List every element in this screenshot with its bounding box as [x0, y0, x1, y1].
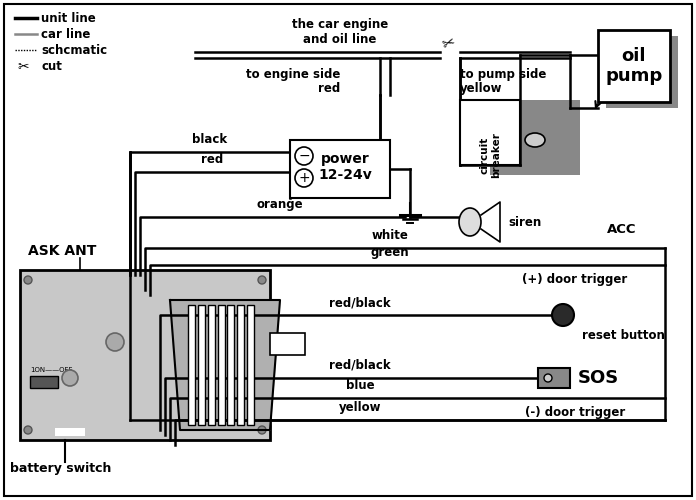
Bar [207, 305, 214, 425]
Text: car line: car line [41, 28, 90, 40]
Bar [247, 305, 254, 425]
Bar [538, 368, 570, 388]
Text: ✂: ✂ [440, 35, 457, 53]
Bar [198, 305, 205, 425]
Text: circuit
breaker: circuit breaker [480, 132, 501, 178]
Bar [606, 36, 678, 108]
Text: to pump side: to pump side [460, 68, 546, 81]
Polygon shape [170, 300, 280, 430]
Bar [228, 305, 235, 425]
Text: oil
pump: oil pump [606, 46, 663, 86]
Ellipse shape [525, 133, 545, 147]
Text: 1ON——OFF: 1ON——OFF [30, 367, 72, 373]
Bar [30, 376, 58, 388]
Text: battery switch: battery switch [10, 462, 111, 475]
Text: red/black: red/black [329, 296, 391, 309]
Text: yellow: yellow [339, 401, 381, 414]
Text: yellow: yellow [460, 82, 503, 95]
Text: black: black [192, 133, 228, 146]
Text: reset button: reset button [582, 329, 665, 342]
Text: ✂: ✂ [17, 60, 29, 74]
Bar [598, 30, 670, 102]
Circle shape [24, 276, 32, 284]
Bar [460, 100, 520, 165]
Text: SOS: SOS [578, 369, 619, 387]
Circle shape [258, 426, 266, 434]
Circle shape [295, 169, 313, 187]
Circle shape [24, 426, 32, 434]
Text: red/black: red/black [329, 359, 391, 372]
Circle shape [295, 147, 313, 165]
Text: to engine side: to engine side [246, 68, 340, 81]
Ellipse shape [459, 208, 481, 236]
Text: −: − [298, 149, 310, 163]
Bar [218, 305, 225, 425]
Text: +: + [298, 171, 310, 185]
Circle shape [552, 304, 574, 326]
Text: ASK ANT: ASK ANT [28, 244, 96, 258]
Text: white: white [372, 229, 409, 242]
Text: power
12-24v: power 12-24v [318, 152, 372, 182]
Bar [188, 305, 195, 425]
Bar [55, 428, 85, 436]
Text: schcmatic: schcmatic [41, 44, 107, 57]
Text: cut: cut [41, 60, 62, 74]
Circle shape [544, 374, 552, 382]
Text: the car engine
and oil line: the car engine and oil line [292, 18, 388, 46]
Text: unit line: unit line [41, 12, 96, 24]
Circle shape [62, 370, 78, 386]
Circle shape [258, 276, 266, 284]
Text: ACC: ACC [607, 223, 637, 236]
Bar [237, 305, 244, 425]
Text: red: red [318, 82, 340, 95]
Text: (+) door trigger: (+) door trigger [523, 273, 628, 286]
Bar [20, 270, 270, 440]
Text: blue: blue [346, 379, 374, 392]
Bar [490, 100, 580, 175]
Bar [290, 140, 390, 198]
Circle shape [106, 333, 124, 351]
Bar [270, 333, 305, 355]
Text: red: red [201, 153, 223, 166]
Text: siren: siren [508, 216, 541, 228]
Text: (-) door trigger: (-) door trigger [525, 406, 625, 419]
Text: green: green [371, 246, 409, 259]
Text: orange: orange [257, 198, 303, 211]
Polygon shape [481, 202, 500, 242]
